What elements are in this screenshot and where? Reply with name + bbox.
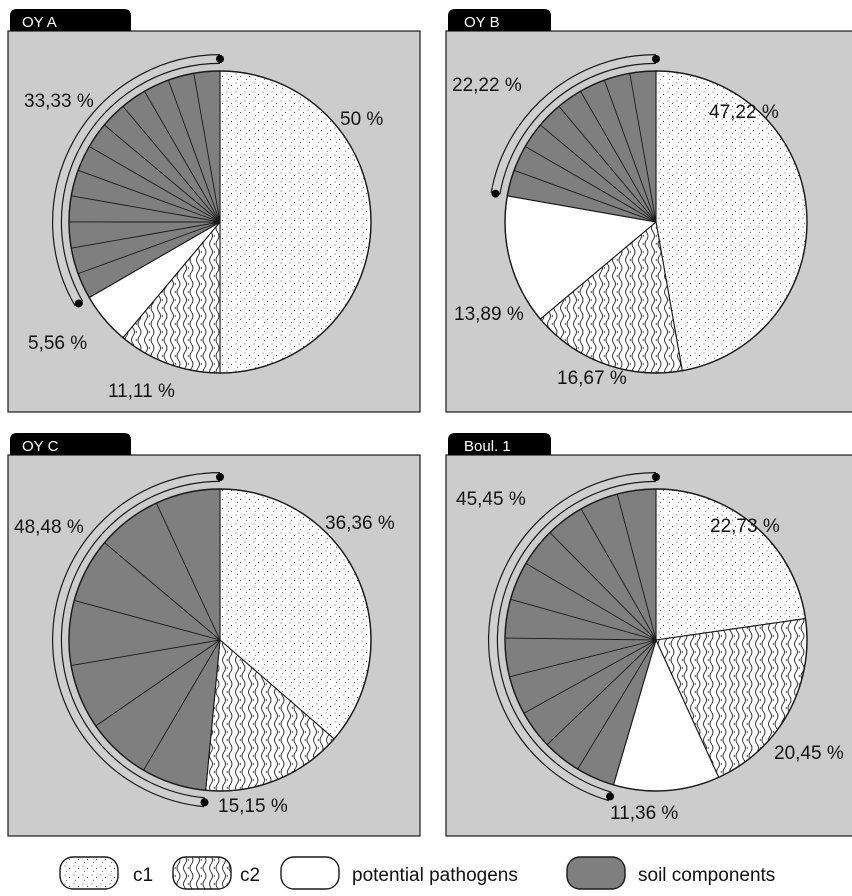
panel-title: Boul. 1	[464, 438, 511, 455]
soil-bracket-endpoint	[652, 473, 660, 481]
soil-subdivision-line	[155, 502, 221, 641]
legend-swatch-c1	[59, 856, 119, 890]
slice-label-c2: 20,45 %	[774, 743, 844, 764]
soil-bracket-arc	[53, 55, 221, 306]
slice-label-potential-pathogens: 13,89 %	[454, 304, 524, 325]
soil-bracket-endpoint	[606, 792, 615, 801]
legend-swatch-c2	[172, 856, 232, 890]
soil-subdivision-line	[580, 91, 657, 223]
panel-tab	[10, 9, 131, 31]
legend-item-c1: c1	[59, 856, 153, 890]
soil-subdivision-line	[71, 195, 221, 223]
soil-subdivision-line	[193, 73, 221, 223]
soil-subdivision-line	[104, 124, 221, 223]
slice-label-c2: 15,15 %	[218, 796, 288, 817]
soil-subdivision-line	[629, 73, 657, 223]
legend-label-c2: c2	[240, 865, 260, 886]
soil-subdivision-line	[558, 106, 657, 223]
soil-subdivision-line	[89, 146, 221, 223]
legend-label-c1: c1	[133, 865, 153, 886]
slice-label-potential-pathogens: 5,56 %	[28, 333, 87, 354]
legend-item-c2: c2	[172, 856, 260, 890]
panel-title: OY B	[464, 14, 500, 31]
slice-label-c1: 47,22 %	[709, 102, 779, 123]
soil-subdivision-line	[143, 639, 221, 771]
soil-subdivision-line	[95, 639, 221, 727]
soil-subdivision-line	[510, 598, 657, 641]
legend: c1 c2 potential pathogens soil component…	[59, 856, 775, 890]
panel-tab	[10, 433, 131, 455]
soil-bracket-endpoint	[74, 299, 83, 308]
soil-subdivision-line	[71, 221, 221, 249]
panel-tab	[448, 9, 551, 31]
slice-label-soil-components: 45,45 %	[456, 489, 526, 510]
legend-swatch-potential-pathogens	[280, 856, 340, 890]
soil-bracket-endpoint	[200, 798, 209, 807]
soil-bracket-arc	[53, 473, 221, 807]
panel-boul-1: Boul. 1 22,73 % 20,45 % 11,36 % 45,45 %	[445, 433, 852, 837]
slice-label-potential-pathogens: 11,36 %	[610, 803, 678, 824]
soil-subdivision-line	[513, 169, 657, 223]
soil-subdivision-line	[74, 599, 221, 641]
soil-subdivision-line	[549, 532, 657, 641]
soil-subdivision-line	[603, 79, 657, 223]
soil-subdivision-line	[509, 639, 657, 678]
soil-subdivision-line	[580, 508, 657, 641]
soil-bracket-endpoint	[491, 189, 500, 198]
soil-subdivision-line	[104, 542, 221, 641]
slice-label-soil-components: 22,22 %	[452, 75, 522, 96]
soil-subdivision-line	[525, 146, 657, 223]
soil-subdivision-line	[523, 639, 657, 714]
legend-label-soil-components: soil components	[638, 865, 775, 886]
soil-subdivision-line	[167, 79, 221, 223]
legend-swatch-soil-components	[566, 856, 626, 890]
soil-subdivision-line	[77, 169, 221, 223]
panel-tab	[448, 433, 551, 455]
soil-bracket-arc	[489, 473, 657, 801]
legend-item-soil-components: soil components	[566, 856, 775, 890]
soil-subdivision-line	[71, 639, 221, 666]
soil-subdivision-line	[77, 221, 221, 275]
pie-outline	[68, 70, 372, 374]
soil-subdivision-line	[540, 124, 657, 223]
slice-label-c1: 36,36 %	[325, 513, 395, 534]
soil-subdivision-line	[144, 91, 221, 223]
pie-oy-c: 36,36 % 15,15 % 48,48 %	[14, 472, 395, 817]
soil-bracket-endpoint	[216, 473, 224, 481]
soil-subdivision-line	[616, 493, 657, 641]
soil-subdivision-line	[577, 639, 657, 770]
slice-label-c1: 50 %	[340, 109, 383, 130]
soil-bracket-arc	[491, 55, 657, 195]
slice-label-soil-components: 48,48 %	[14, 517, 84, 538]
legend-label-potential-pathogens: potential pathogens	[352, 865, 518, 886]
legend-item-potential-pathogens: potential pathogens	[280, 856, 518, 890]
panel-oy-b: OY B 47,22 % 16,67 % 13,89 % 22,22 %	[445, 9, 852, 413]
pie-oy-a: 50 % 11,11 % 5,56 % 33,33 %	[24, 54, 383, 402]
pie-boul-1: 22,73 % 20,45 % 11,36 % 45,45 %	[456, 472, 844, 824]
slice-label-c1: 22,73 %	[710, 516, 780, 537]
panel-title: OY A	[22, 14, 57, 31]
pie-outline	[504, 488, 808, 792]
pie-outline	[68, 488, 372, 792]
slice-label-soil-components: 33,33 %	[24, 91, 94, 112]
soil-bracket-endpoint	[652, 55, 660, 63]
panel-oy-a: OY A 50 % 11,11 % 5,56 % 33,33 %	[7, 9, 421, 413]
slice-label-c2: 11,11 %	[108, 381, 175, 402]
soil-subdivision-line	[122, 106, 221, 223]
pie-oy-b: 47,22 % 16,67 % 13,89 % 22,22 %	[452, 54, 808, 389]
soil-subdivision-line	[546, 639, 657, 745]
soil-subdivision-line	[525, 562, 657, 641]
slice-label-c2: 16,67 %	[557, 368, 627, 389]
soil-bracket-endpoint	[216, 55, 224, 63]
soil-subdivision-line	[505, 637, 657, 641]
panel-title: OY C	[22, 438, 59, 455]
panel-oy-c: OY C 36,36 % 15,15 % 48,48 %	[7, 433, 421, 837]
pie-outline	[504, 70, 808, 374]
